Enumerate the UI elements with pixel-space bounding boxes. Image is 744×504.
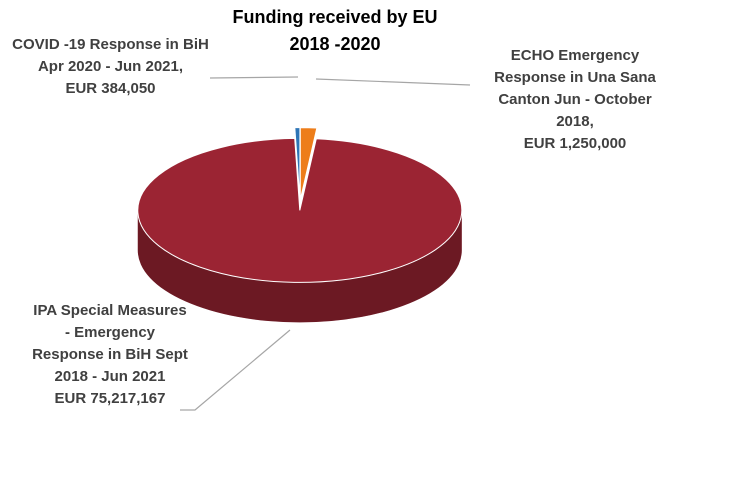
leader-line <box>209 76 299 79</box>
slice <box>137 137 463 283</box>
label-category: COVID -19 Response in BiH Apr 2020 - Jun… <box>12 36 209 75</box>
label-value: EUR 75,217,167 <box>54 390 166 407</box>
data-label: ECHO Emergency Response in Una Sana Cant… <box>480 45 670 155</box>
data-label: IPA Special Measures - Emergency Respons… <box>30 300 190 410</box>
leader-lines <box>180 76 471 411</box>
label-category: ECHO Emergency Response in Una Sana Cant… <box>494 47 656 130</box>
label-category: IPA Special Measures - Emergency Respons… <box>32 302 188 385</box>
chart-title: Funding received by EU 2018 -2020 <box>232 7 438 54</box>
label-value: EUR 384,050 <box>65 80 156 97</box>
slice <box>299 127 318 200</box>
leader-line <box>315 78 471 86</box>
slice-side-shade <box>137 210 462 323</box>
data-label: COVID -19 Response in BiH Apr 2020 - Jun… <box>8 34 213 100</box>
slice-side <box>137 210 462 323</box>
leader-line <box>180 329 291 411</box>
label-value: EUR 1,250,000 <box>523 135 627 152</box>
